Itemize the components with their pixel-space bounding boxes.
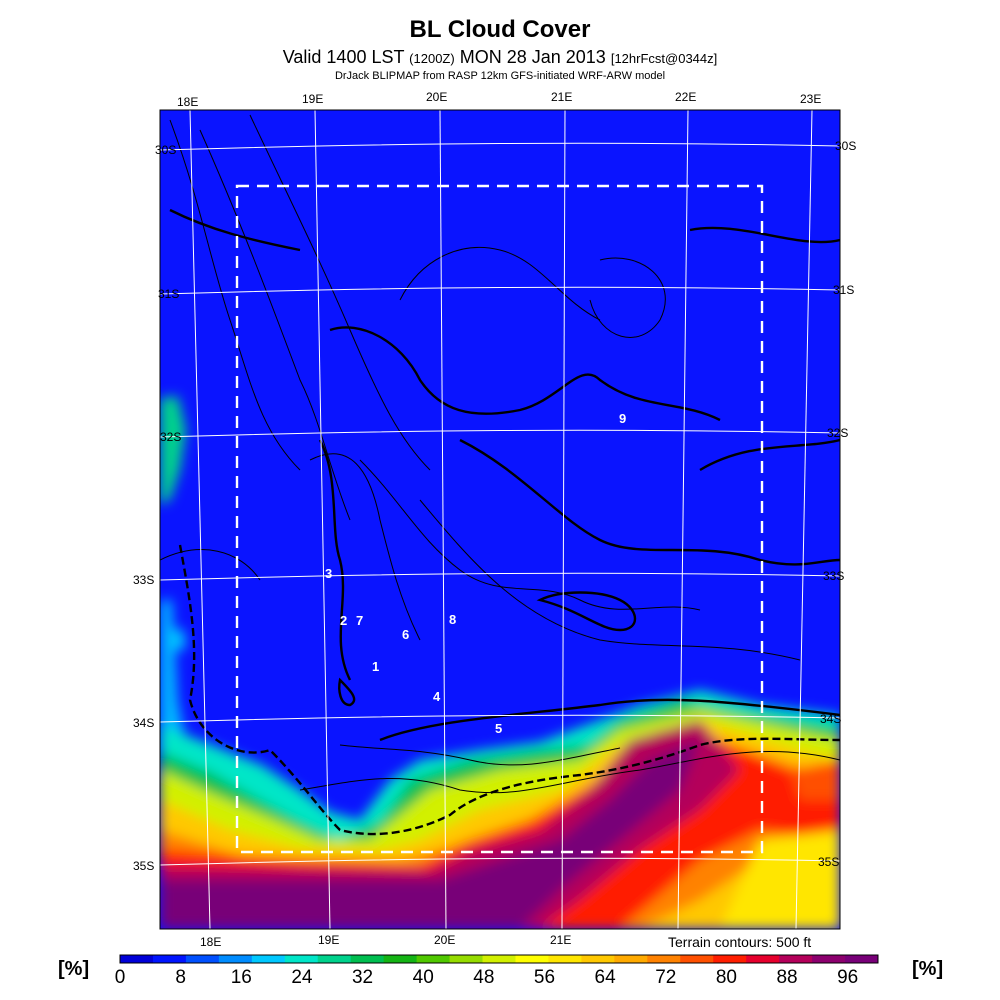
lat-label-right: 32S — [827, 426, 848, 440]
colorbar — [119, 954, 879, 964]
colorbar-swatch — [120, 955, 154, 963]
colorbar-swatch — [185, 955, 220, 963]
unit-label-right: [%] — [912, 958, 944, 980]
colorbar-swatch — [152, 955, 187, 963]
colorbar-labels: 0 8 16 24 32 40 48 56 64 72 80 88 96 — [115, 967, 859, 988]
map-frame — [159, 109, 841, 930]
lon-label-top: 20E — [426, 90, 447, 104]
colorbar-swatch — [449, 955, 484, 963]
site-marker: 5 — [495, 721, 502, 736]
colorbar-swatch — [845, 955, 879, 963]
lat-label-left: 30S — [155, 143, 176, 157]
colorbar-swatch — [482, 955, 516, 963]
colorbar-tick-label: 16 — [231, 967, 252, 988]
colorbar-swatch — [614, 955, 648, 963]
lon-label-bottom: 19E — [318, 933, 339, 947]
lon-label-bottom: 20E — [434, 933, 455, 947]
lon-label-top: 21E — [551, 90, 572, 104]
unit-label-left: [%] — [58, 958, 90, 980]
inner-domain-box — [235, 184, 764, 854]
lat-label-left: 32S — [160, 430, 181, 444]
forecast-run: [12hrFcst@0344z] — [610, 51, 718, 66]
colorbar-swatch — [350, 955, 385, 963]
lon-label-top: 22E — [675, 90, 696, 104]
site-marker: 7 — [356, 613, 363, 628]
colorbar-tick-label: 24 — [291, 967, 313, 988]
colorbar-swatch — [647, 955, 681, 963]
colorbar-tick-label: 72 — [655, 967, 676, 988]
utc-time: (1200Z) — [409, 51, 455, 66]
forecast-date: MON 28 Jan 2013 — [459, 47, 606, 67]
lon-label-top: 18E — [177, 95, 198, 109]
lat-label-right: 35S — [818, 855, 839, 869]
site-marker: 6 — [402, 627, 409, 642]
lon-label-bottom: 21E — [550, 933, 571, 947]
colorbar-swatch — [416, 955, 451, 963]
colorbar-tick-label: 56 — [534, 967, 555, 988]
lon-label-bottom: 18E — [200, 935, 221, 949]
colorbar-swatch — [284, 955, 319, 963]
colorbar-tick-label: 48 — [473, 967, 494, 988]
colorbar-tick-label: 96 — [837, 967, 858, 988]
lat-lon-grid — [160, 110, 840, 929]
terrain-contours — [160, 114, 840, 794]
colorbar-swatch — [251, 955, 286, 963]
site-marker: 8 — [449, 612, 456, 627]
lon-label-top: 23E — [800, 92, 821, 106]
colorbar-swatch — [779, 955, 813, 963]
colorbar-frame — [119, 954, 879, 964]
colorbar-tick-label: 8 — [175, 967, 186, 988]
site-marker: 1 — [372, 659, 379, 674]
chart-subtitle: Valid 1400 LST (1200Z) MON 28 Jan 2013 [… — [0, 47, 1000, 68]
colorbar-tick-label: 32 — [352, 967, 373, 988]
chart-title: BL Cloud Cover — [409, 16, 591, 43]
colorbar-swatch — [548, 955, 582, 963]
lon-label-top: 19E — [302, 92, 323, 106]
colorbar-swatch — [218, 955, 253, 963]
colorbar-swatch — [680, 955, 714, 963]
colorbar-swatch — [383, 955, 418, 963]
site-marker: 2 — [340, 613, 347, 628]
colorbar-swatch — [746, 955, 780, 963]
colorbar-swatch — [581, 955, 615, 963]
colorbar-swatch — [515, 955, 549, 963]
colorbar-tick-label: 40 — [413, 967, 434, 988]
colorbar-tick-label: 80 — [716, 967, 737, 988]
site-marker: 3 — [325, 566, 332, 581]
site-marker: 4 — [433, 689, 441, 704]
site-marker: 9 — [619, 411, 626, 426]
lat-label-right: 33S — [823, 569, 844, 583]
lat-label-left: 34S — [133, 716, 154, 730]
lat-label-right: 31S — [833, 283, 854, 297]
lat-label-right: 34S — [820, 712, 841, 726]
lat-label-left: 35S — [133, 859, 154, 873]
colorbar-swatch — [812, 955, 846, 963]
lat-label-right: 30S — [835, 139, 856, 153]
coastline — [178, 544, 840, 836]
lat-label-left: 31S — [158, 287, 179, 301]
valid-time: Valid 1400 LST — [282, 47, 405, 67]
colorbar-tick-label: 64 — [595, 967, 617, 988]
colorbar-tick-label: 0 — [115, 967, 126, 988]
colorbar-swatch — [317, 955, 352, 963]
colorbar-tick-label: 88 — [776, 967, 797, 988]
terrain-note: Terrain contours: 500 ft — [668, 934, 812, 950]
colorbar-swatch — [713, 955, 747, 963]
lat-label-left: 33S — [133, 573, 154, 587]
model-description: DrJack BLIPMAP from RASP 12km GFS-initia… — [334, 70, 666, 82]
